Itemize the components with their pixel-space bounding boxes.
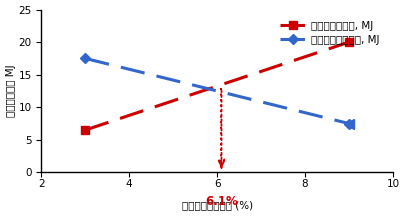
- Text: 6.1%: 6.1%: [205, 195, 238, 208]
- Line: 全投入エネルギー, MJ: 全投入エネルギー, MJ: [82, 55, 352, 127]
- 全投入エネルギー, MJ: [347, 122, 352, 125]
- 出力エネルギー, MJ: [83, 129, 88, 131]
- Y-axis label: エネルギー， MJ: エネルギー， MJ: [6, 65, 15, 117]
- 出力エネルギー, MJ: [347, 41, 352, 44]
- Line: 出力エネルギー, MJ: 出力エネルギー, MJ: [81, 38, 353, 134]
- X-axis label: 澾汁液中の糖濃度 (%): 澾汁液中の糖濃度 (%): [181, 200, 253, 210]
- Legend: 出力エネルギー, MJ, 全投入エネルギー, MJ: 出力エネルギー, MJ, 全投入エネルギー, MJ: [276, 16, 384, 49]
- 全投入エネルギー, MJ: [83, 57, 88, 60]
